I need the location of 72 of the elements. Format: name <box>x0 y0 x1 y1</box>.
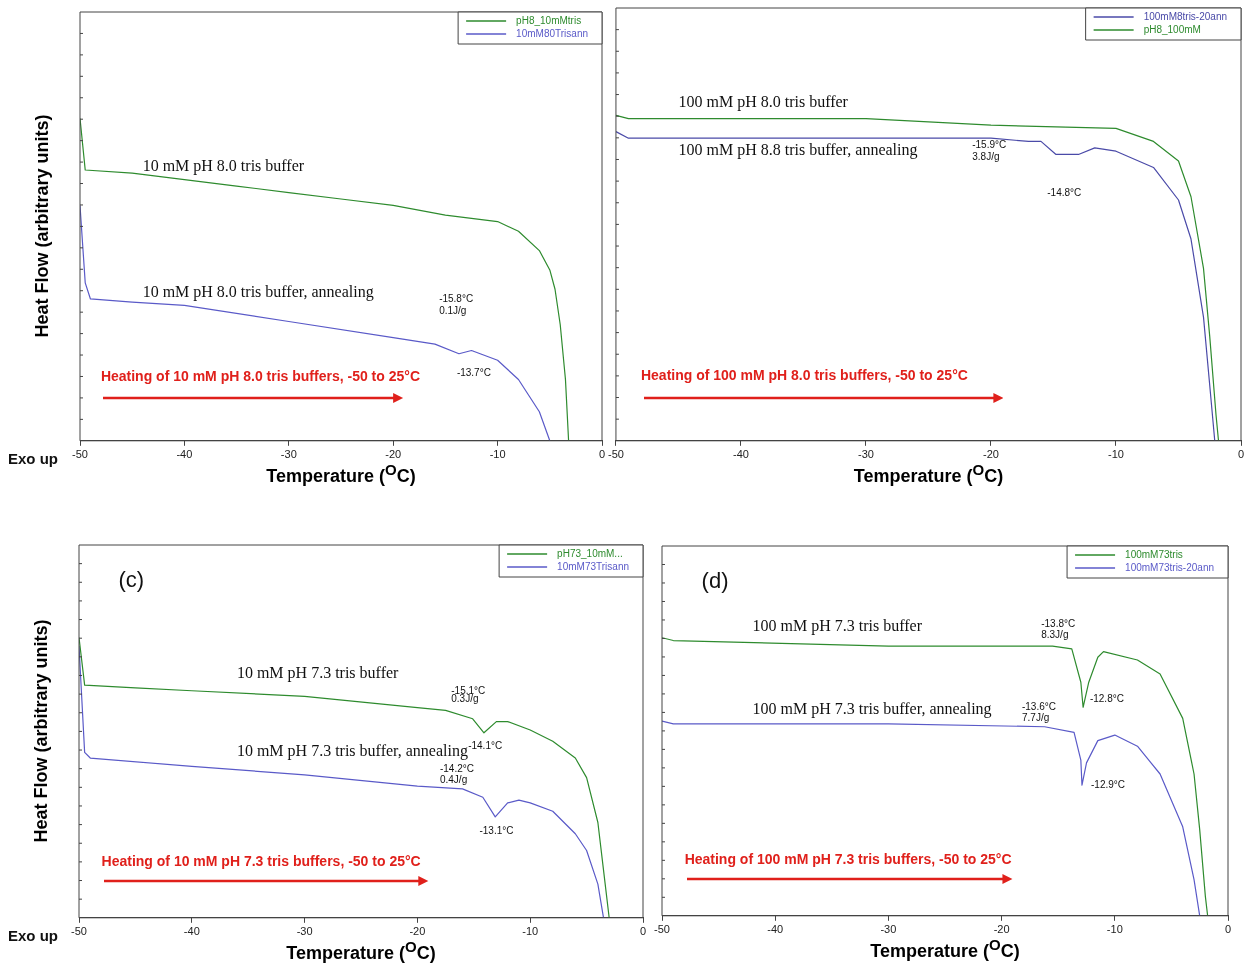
annotation: 0.1J/g <box>439 305 467 317</box>
text: -13.8°C <box>1041 617 1076 629</box>
y-axis-title: Heat Flow (arbitrary units) <box>30 619 52 843</box>
annotation: -15.9°C <box>972 138 1007 150</box>
x-tick-label: 0 <box>639 925 647 938</box>
x-axis-title: Temperature ($^{O}$C) <box>266 460 416 487</box>
annotation: -14.8°C <box>1047 187 1082 199</box>
x-tick-label: -20 <box>385 448 402 461</box>
annotation: -15.8°C <box>439 292 474 304</box>
annotation: 10 mM pH 8.0 tris buffer <box>142 156 305 175</box>
annotation: Heating of 10 mM pH 7.3 tris buffers, -50 to 25°C <box>101 852 421 869</box>
annotation: 10 mM pH 8.0 tris buffer, annealing <box>142 282 374 301</box>
annotation: -12.9°C <box>1091 779 1126 791</box>
x-tick-label: -50 <box>654 923 670 936</box>
annotation: -13.1°C <box>479 824 514 836</box>
x-tick-label: -10 <box>522 925 539 938</box>
x-tick-label: -10 <box>1108 448 1124 461</box>
x-tick-label: -40 <box>183 925 200 938</box>
legend-label: 10mM73Trisann <box>557 560 630 572</box>
x-axis-title: Temperature ($^{O}$C) <box>870 935 1020 962</box>
x-tick-label: -20 <box>409 925 426 938</box>
annotation: 100 mM pH 8.8 tris buffer, annealing <box>678 141 918 160</box>
x-tick-label: -50 <box>71 925 87 938</box>
legend-label: 100mM73tris <box>1125 548 1183 560</box>
annotation: -12.8°C <box>1089 692 1124 704</box>
annotation: 100 mM pH 7.3 tris buffer, annealing <box>752 700 992 719</box>
x-tick-label: -30 <box>296 925 313 938</box>
x-tick-label: -40 <box>733 448 749 461</box>
y-axis-title: Heat Flow (arbitrary units) <box>31 114 53 338</box>
annotation: 10 mM pH 7.3 tris buffer <box>236 664 400 683</box>
legend-label: 100mM73tris-20ann <box>1125 561 1214 573</box>
x-tick-label: 0 <box>1224 923 1232 936</box>
annotation: Heating of 100 mM pH 7.3 tris buffers, -50 to 25°C <box>684 851 1012 868</box>
text: 100 mM pH 7.3 tris buffer <box>752 616 923 635</box>
x-axis-title: Temperature ($^{O}$C) <box>286 937 436 964</box>
text: Exo up <box>8 450 59 468</box>
annotation: 8.3J/g <box>1041 628 1069 640</box>
annotation: -13.6°C <box>1021 700 1056 712</box>
annotation: -14.1°C <box>468 740 503 752</box>
x-tick-label: -30 <box>858 448 874 461</box>
x-tick-label: -10 <box>1106 923 1123 936</box>
annotation: -13.7°C <box>456 366 491 378</box>
chart-title: (d) <box>701 568 729 594</box>
x-tick-label: -40 <box>176 448 193 461</box>
x-tick-label: -50 <box>608 448 624 461</box>
x-tick-label: -30 <box>280 448 297 461</box>
annotation: 10 mM pH 7.3 tris buffer, annealing <box>236 742 468 761</box>
x-tick-label: -40 <box>767 923 784 936</box>
x-tick-label: -20 <box>993 923 1010 936</box>
x-tick-label: -50 <box>72 448 88 461</box>
legend-label: pH8_100mM <box>1143 23 1201 35</box>
x-tick-label: 0 <box>598 448 606 461</box>
x-axis-title: Temperature ($^{O}$C) <box>853 460 1004 487</box>
annotation: 0.3J/g <box>451 693 479 705</box>
legend-label: 100mM8tris-20ann <box>1143 10 1227 22</box>
annotation: 7.7J/g <box>1021 712 1050 724</box>
legend-label: pH73_10mM... <box>557 547 623 559</box>
text: Exo up <box>8 927 59 945</box>
annotation: 3.8J/g <box>972 151 1000 163</box>
x-tick-label: -20 <box>983 448 999 461</box>
x-tick-label: -30 <box>880 923 897 936</box>
legend-label: 10mM80Trisann <box>516 27 589 39</box>
x-tick-label: -10 <box>489 448 506 461</box>
annotation: Heating of 10 mM pH 8.0 tris buffers, -50 to 25°C <box>100 367 420 384</box>
text: 100 mM pH 8.0 tris buffer <box>678 92 849 111</box>
legend-label: pH8_10mMtris <box>516 14 582 26</box>
annotation: Heating of 100 mM pH 8.0 tris buffers, -50 to 25°C <box>640 367 968 384</box>
annotation: 0.4J/g <box>439 774 468 786</box>
annotation: -14.2°C <box>439 763 474 775</box>
chart-title: (c) <box>118 567 145 593</box>
annotation: -15.1°C <box>451 684 486 696</box>
x-tick-label: 0 <box>1237 448 1245 461</box>
